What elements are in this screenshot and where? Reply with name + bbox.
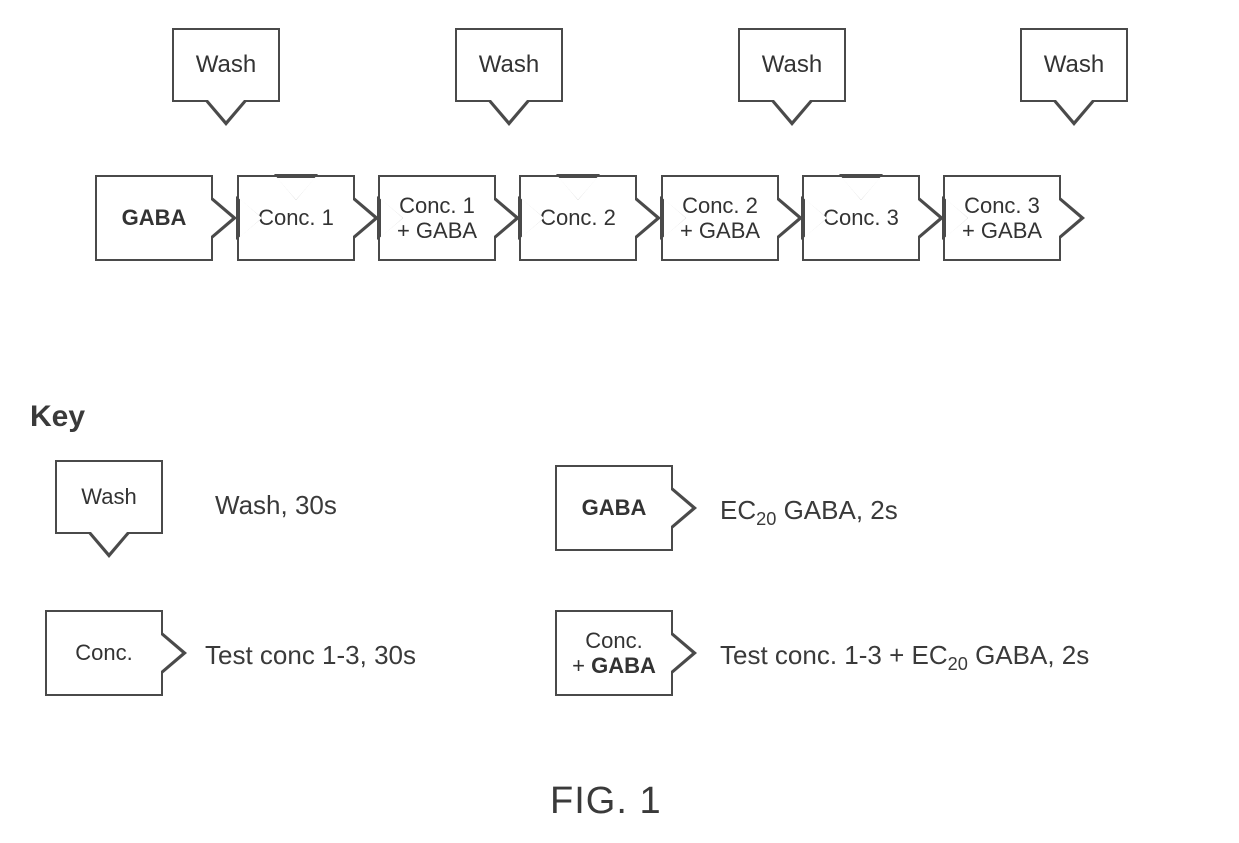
flow-node-conc2: Conc. 2: [519, 175, 637, 261]
arrow-right-icon: [671, 486, 697, 530]
arrow-notch-left-icon: [377, 196, 403, 240]
arrow-down-icon: [1052, 100, 1096, 126]
key-concgaba-label: Test conc. 1-3 + EC20 GABA, 2s: [720, 640, 1089, 675]
wash-node-w3: Wash: [738, 28, 846, 102]
arrow-notch-left-icon: [942, 196, 968, 240]
key-conc-label: Test conc 1-3, 30s: [205, 640, 416, 671]
arrow-notch-left-icon: [518, 196, 544, 240]
flow-node-conc3: Conc. 3: [802, 175, 920, 261]
flow-node-c1g: Conc. 1+ GABA: [378, 175, 496, 261]
flow-node-c2g: Conc. 2+ GABA: [661, 175, 779, 261]
key-gaba-label: EC20 GABA, 2s: [720, 495, 898, 530]
key-concgaba: Conc.+ GABA: [555, 610, 673, 696]
arrow-down-icon: [87, 532, 131, 558]
arrow-right-icon: [918, 196, 944, 240]
arrow-notch-top-icon: [556, 174, 600, 200]
arrow-notch-left-icon: [236, 196, 262, 240]
arrow-right-icon: [161, 631, 187, 675]
wash-node-w4: Wash: [1020, 28, 1128, 102]
flow-node-gaba: GABA: [95, 175, 213, 261]
arrow-down-icon: [204, 100, 248, 126]
diagram-canvas: GABA Conc. 1 Conc. 1+ GABA Conc. 2 Conc. 2+ …: [0, 0, 1239, 843]
arrow-right-icon: [777, 196, 803, 240]
arrow-down-icon: [487, 100, 531, 126]
flow-node-conc1: Conc. 1: [237, 175, 355, 261]
arrow-down-icon: [770, 100, 814, 126]
key-conc: Conc.: [45, 610, 163, 696]
arrow-right-icon: [211, 196, 237, 240]
flow-node-c3g: Conc. 3+ GABA: [943, 175, 1061, 261]
key-wash: Wash: [55, 460, 163, 534]
key-wash-label: Wash, 30s: [215, 490, 337, 521]
arrow-notch-top-icon: [839, 174, 883, 200]
figure-caption: FIG. 1: [550, 780, 662, 823]
arrow-notch-top-icon: [274, 174, 318, 200]
arrow-right-icon: [1059, 196, 1085, 240]
wash-node-w1: Wash: [172, 28, 280, 102]
arrow-right-icon: [671, 631, 697, 675]
arrow-right-icon: [635, 196, 661, 240]
arrow-right-icon: [494, 196, 520, 240]
wash-node-w2: Wash: [455, 28, 563, 102]
key-title: Key: [30, 400, 85, 434]
arrow-notch-left-icon: [801, 196, 827, 240]
arrow-right-icon: [353, 196, 379, 240]
arrow-notch-left-icon: [660, 196, 686, 240]
key-gaba: GABA: [555, 465, 673, 551]
